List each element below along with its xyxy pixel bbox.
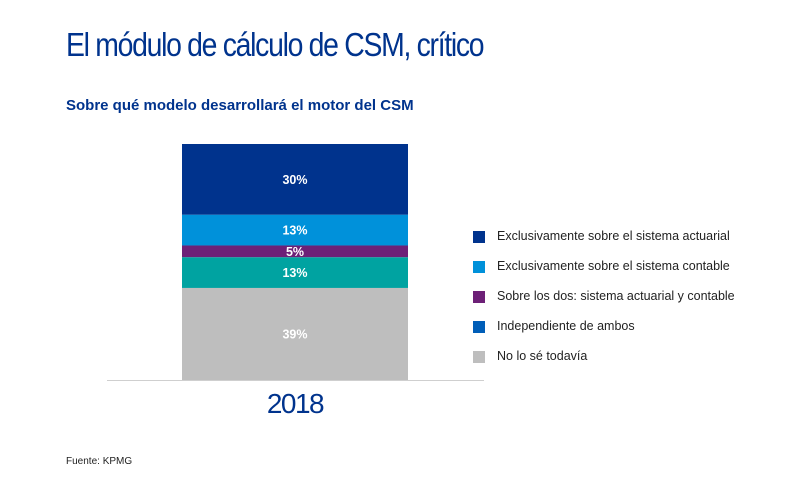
legend-label: Exclusivamente sobre el sistema contable [497,259,730,273]
bar-segment-2 [182,214,408,246]
x-tick-label: 2018 [267,388,324,419]
bar-segment-1 [182,144,408,215]
data-label-3: 5% [286,245,304,259]
legend-label: Exclusivamente sobre el sistema actuaria… [497,229,730,243]
data-label-2: 13% [282,224,307,238]
legend-swatch [473,261,485,273]
data-label-5: 39% [282,327,307,341]
legend-swatch [473,321,485,333]
legend-swatch [473,231,485,243]
chart-title: El módulo de cálculo de CSM, crítico [66,26,485,63]
legend-swatch [473,291,485,303]
bar-segment-3 [182,245,408,258]
legend-label: No lo sé todavía [497,349,588,363]
data-label-4: 13% [282,266,307,280]
chart-subtitle: Sobre qué modelo desarrollará el motor d… [66,97,414,114]
legend-label: Independiente de ambos [497,319,635,333]
legend-swatch [473,351,485,363]
source-note: Fuente: KPMG [66,456,133,467]
bar-segment-5 [182,287,408,380]
bar-segment-4 [182,257,408,288]
legend-label: Sobre los dos: sistema actuarial y conta… [497,289,735,303]
data-label-1: 30% [282,173,307,187]
